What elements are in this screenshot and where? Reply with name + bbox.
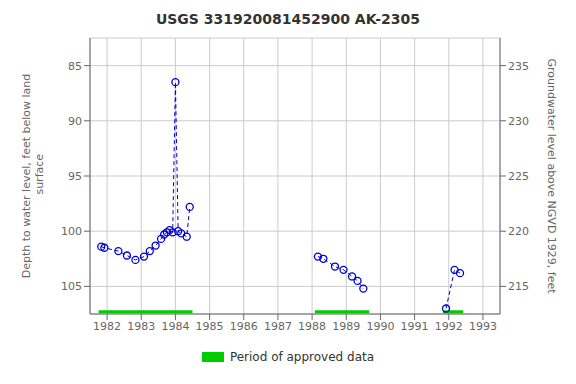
svg-text:1988: 1988 [298, 320, 326, 333]
svg-text:215: 215 [508, 280, 529, 293]
svg-text:90: 90 [68, 115, 82, 128]
svg-text:1990: 1990 [366, 320, 394, 333]
svg-text:1986: 1986 [230, 320, 258, 333]
svg-text:100: 100 [61, 225, 82, 238]
svg-text:1985: 1985 [196, 320, 224, 333]
svg-text:85: 85 [68, 60, 82, 73]
svg-text:235: 235 [508, 60, 529, 73]
html-text:USGS 331920081452900 AK-2305: USGS 331920081452900 AK-2305 [155, 11, 421, 27]
svg-text:230: 230 [508, 115, 529, 128]
svg-text:220: 220 [508, 225, 529, 238]
svg-text:105: 105 [61, 280, 82, 293]
svg-text:1991: 1991 [401, 320, 429, 333]
svg-text:1984: 1984 [161, 320, 189, 333]
svg-text:1993: 1993 [469, 320, 497, 333]
svg-text:1982: 1982 [93, 320, 121, 333]
svg-text:95: 95 [68, 170, 82, 183]
svg-text:1983: 1983 [127, 320, 155, 333]
svg-text:1989: 1989 [332, 320, 360, 333]
svg-text:Depth to water level, feet bel: Depth to water level, feet below land su… [20, 74, 46, 279]
html-text:Period of approved data: Period of approved data [229, 350, 375, 364]
svg-text:1992: 1992 [435, 320, 463, 333]
svg-text:225: 225 [508, 170, 529, 183]
svg-text:1987: 1987 [264, 320, 292, 333]
svg-text:Groundwater level above NGVD 1: Groundwater level above NGVD 1929, feet [545, 58, 558, 294]
